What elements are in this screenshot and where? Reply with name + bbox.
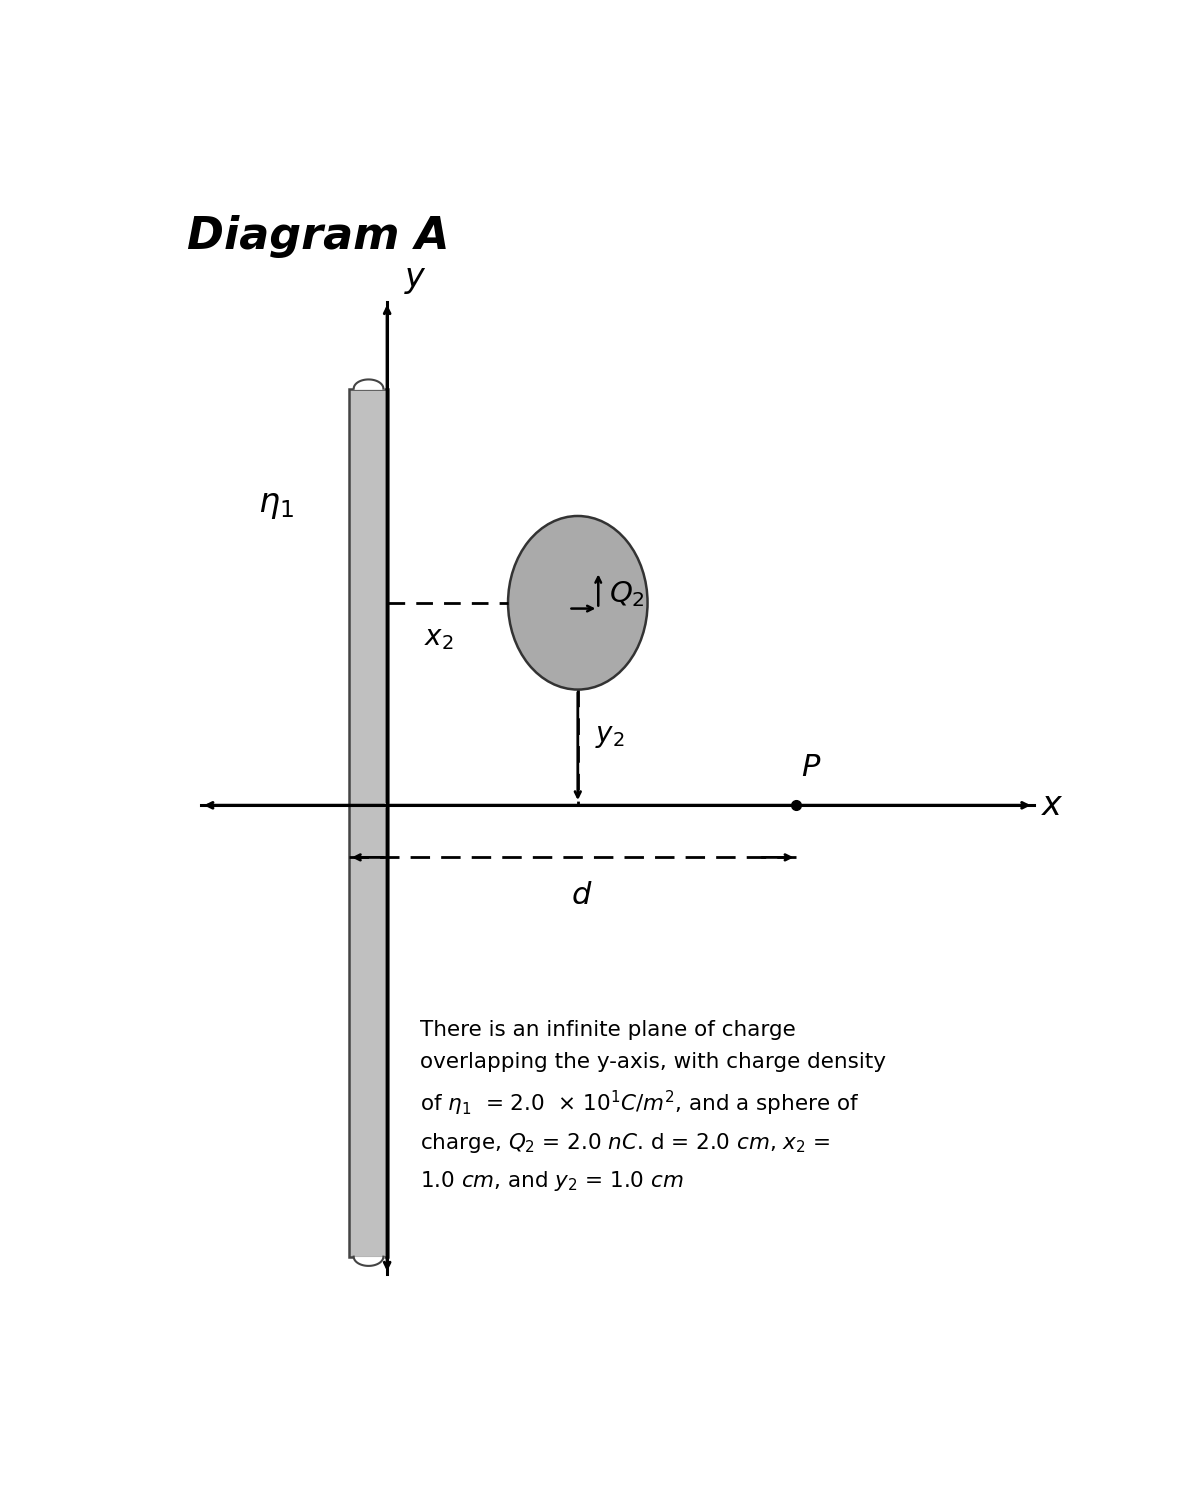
Text: $x$: $x$ bbox=[1040, 789, 1064, 822]
Bar bbox=[349, 389, 388, 1257]
Circle shape bbox=[508, 516, 648, 690]
Text: $y$: $y$ bbox=[404, 263, 427, 296]
Text: $Q_2$: $Q_2$ bbox=[610, 579, 646, 609]
Text: Diagram A: Diagram A bbox=[187, 215, 450, 259]
Text: There is an infinite plane of charge
overlapping the y-axis, with charge density: There is an infinite plane of charge ove… bbox=[420, 1019, 886, 1193]
Text: $x_2$: $x_2$ bbox=[424, 624, 454, 652]
Text: $\eta_1$: $\eta_1$ bbox=[258, 488, 294, 522]
Text: $y_2$: $y_2$ bbox=[594, 721, 624, 750]
Text: $d$: $d$ bbox=[571, 881, 593, 909]
Text: $P$: $P$ bbox=[802, 753, 821, 782]
